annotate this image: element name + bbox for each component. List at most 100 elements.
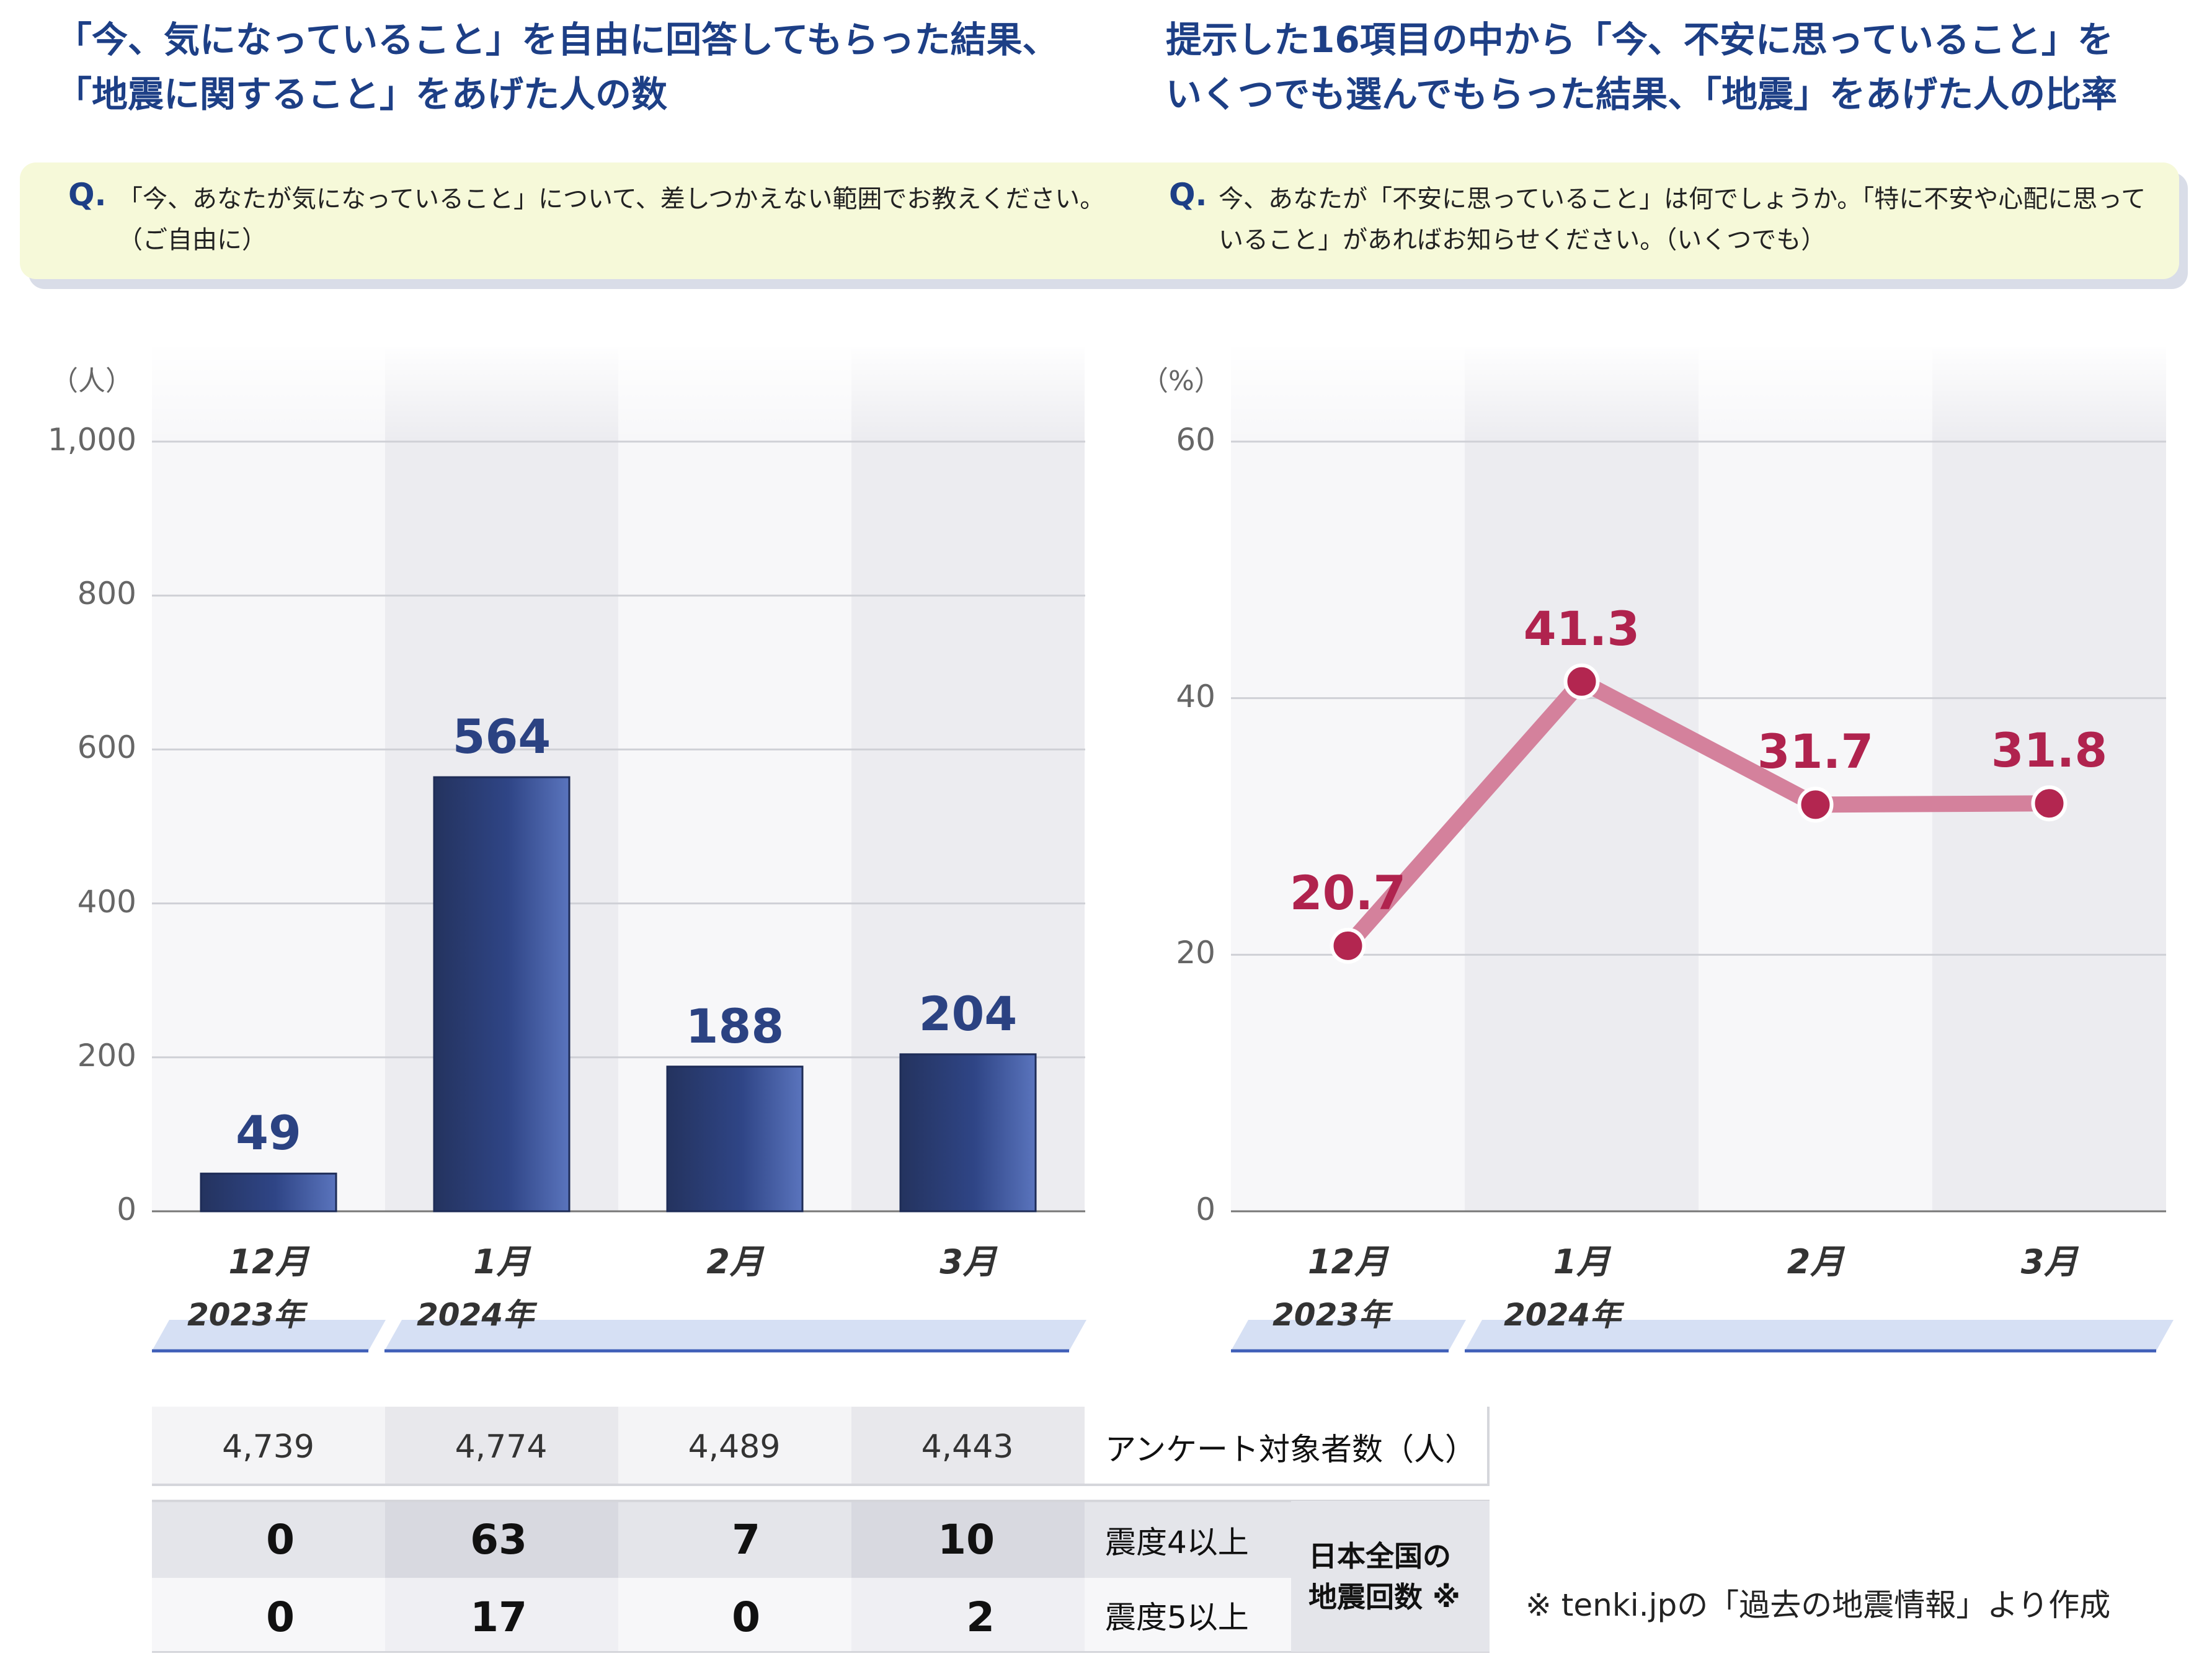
line-column-bg-0 bbox=[1231, 347, 1465, 1211]
quake-group-label: 日本全国の 地震回数 ※ bbox=[1291, 1501, 1490, 1652]
respondents-col-bg-2 bbox=[618, 1407, 851, 1484]
quake5-label-bg bbox=[1085, 1578, 1291, 1651]
quake4-col-bg-1 bbox=[385, 1502, 618, 1578]
bar-ytick-800: 800 bbox=[77, 576, 136, 612]
line-xlabel-3: 3月 bbox=[2020, 1242, 2078, 1281]
line-point-3 bbox=[2031, 785, 2068, 822]
line-point-1 bbox=[1563, 663, 1600, 700]
bar-2 bbox=[666, 1066, 804, 1213]
bar-ytick-400: 400 bbox=[77, 883, 136, 920]
line-point-0 bbox=[1330, 927, 1366, 964]
line-xlabel-2: 2月 bbox=[1787, 1242, 1844, 1281]
bar-top-fade bbox=[152, 341, 1085, 440]
quake5-col-bg-2 bbox=[618, 1578, 851, 1651]
year-bands bbox=[152, 1320, 2174, 1353]
respondents-12: 4,739 bbox=[222, 1428, 314, 1466]
line-chart-grid bbox=[1231, 440, 2166, 1213]
line-ytick-60: 60 bbox=[1176, 422, 1215, 458]
respondents-col-bg-1 bbox=[385, 1407, 618, 1484]
bar-year-band-2024 bbox=[384, 1320, 1086, 1351]
line-series bbox=[1330, 663, 2068, 964]
right-question-text: 今、あなたが「不安に思っていること」は何でしょうか。「特に不安や心配に思って い… bbox=[1219, 179, 2186, 260]
quake4-03: 10 bbox=[938, 1516, 995, 1564]
right-q-mark: Q. bbox=[1169, 177, 1207, 213]
quake4-label-bg bbox=[1085, 1502, 1291, 1578]
right-question-line2: いること」があればお知らせください。（いくつでも） bbox=[1219, 226, 1826, 254]
bar-ytick-600: 600 bbox=[77, 729, 136, 766]
bar-xlabel-3: 3月 bbox=[939, 1242, 997, 1281]
quake4-02: 7 bbox=[732, 1516, 760, 1564]
bar-value-label-0: 49 bbox=[236, 1105, 301, 1161]
line-path bbox=[1339, 673, 2058, 954]
respondents-01: 4,774 bbox=[455, 1428, 548, 1466]
bar-series bbox=[200, 776, 1037, 1213]
right-title-line1: 提示した16項目の中から「今、不安に思っていること」を bbox=[1166, 19, 2113, 61]
quake5-label: 震度5以上 bbox=[1105, 1600, 1249, 1636]
left-title-line1: 「今、気になっていること」を自由に回答してもらった結果、 bbox=[56, 19, 1059, 61]
quake4-01: 63 bbox=[470, 1516, 527, 1564]
line-value-label-0: 20.7 bbox=[1289, 865, 1406, 920]
quake4-col-bg-2 bbox=[618, 1502, 851, 1578]
bar-column-bg-0 bbox=[152, 347, 385, 1211]
bar-ytick-200: 200 bbox=[77, 1037, 136, 1074]
left-chart-title: 「今、気になっていること」を自由に回答してもらった結果、 「地震に関すること」を… bbox=[56, 12, 1058, 122]
bar-xlabel-1: 1月 bbox=[473, 1242, 530, 1281]
quake-group-label-line1: 日本全国の bbox=[1308, 1539, 1451, 1573]
right-question-line1: 今、あなたが「不安に思っていること」は何でしょうか。「特に不安や心配に思って bbox=[1219, 185, 2146, 213]
quake5-01: 17 bbox=[470, 1593, 527, 1641]
line-ytick-0: 0 bbox=[1196, 1191, 1215, 1227]
line-column-bg-2 bbox=[1699, 347, 1932, 1211]
line-column-bg-3 bbox=[1932, 347, 2166, 1211]
line-chart-unit-label: （%） bbox=[1141, 365, 1222, 397]
quake5-03: 2 bbox=[966, 1593, 995, 1641]
line-year-2024: 2024年 bbox=[1504, 1297, 1622, 1333]
bar-value-label-1: 564 bbox=[452, 709, 551, 765]
respondents-col-bg-0 bbox=[152, 1407, 385, 1484]
left-question-text: 「今、あなたが気になっていること」について、差しつかえない範囲でお教えください。… bbox=[118, 179, 1110, 260]
question-box bbox=[20, 162, 2179, 279]
line-chart-background bbox=[1231, 341, 2166, 1211]
respondents-label: アンケート対象者数（人） bbox=[1105, 1431, 1476, 1467]
quake5-col-bg-0 bbox=[152, 1578, 385, 1651]
left-title-line2: 「地震に関すること」をあげた人の数 bbox=[56, 73, 668, 115]
line-value-label-2: 31.7 bbox=[1757, 724, 1874, 780]
quake5-col-bg-3 bbox=[851, 1578, 1085, 1651]
bar-value-label-3: 204 bbox=[918, 986, 1018, 1041]
bar-year-2024: 2024年 bbox=[417, 1297, 535, 1333]
quake4-col-bg-3 bbox=[851, 1502, 1085, 1578]
line-year-band-2024 bbox=[1465, 1320, 2174, 1351]
bar-chart-unit-label: （人） bbox=[51, 365, 133, 397]
bar-3 bbox=[899, 1053, 1037, 1213]
left-q-mark: Q. bbox=[68, 177, 107, 213]
line-point-2 bbox=[1797, 786, 1834, 823]
quake5-col-bg-1 bbox=[385, 1578, 618, 1651]
quake4-label: 震度4以上 bbox=[1105, 1524, 1249, 1560]
line-ytick-20: 20 bbox=[1176, 935, 1215, 971]
line-ytick-40: 40 bbox=[1176, 678, 1215, 714]
line-xlabel-1: 1月 bbox=[1553, 1242, 1610, 1281]
bar-1 bbox=[433, 776, 571, 1213]
line-year-2023: 2023年 bbox=[1273, 1297, 1390, 1333]
bar-year-band-2023 bbox=[152, 1320, 386, 1351]
quake4-col-bg-0 bbox=[152, 1502, 385, 1578]
right-title-line2: いくつでも選んでもらった結果、「地震」をあげた人の比率 bbox=[1166, 73, 2118, 115]
respondents-02: 4,489 bbox=[688, 1428, 781, 1466]
bar-xlabel-0: 12月 bbox=[228, 1242, 309, 1281]
quake5-12: 0 bbox=[266, 1593, 295, 1641]
line-top-fade bbox=[1231, 341, 2166, 440]
line-value-label-3: 31.8 bbox=[1991, 723, 2108, 778]
bar-value-label-2: 188 bbox=[685, 998, 784, 1054]
bar-ytick-1000: 1,000 bbox=[47, 422, 136, 458]
line-year-band-2023 bbox=[1231, 1320, 1466, 1351]
bar-year-2023: 2023年 bbox=[187, 1297, 305, 1333]
bar-0 bbox=[200, 1172, 337, 1213]
quake5-02: 0 bbox=[732, 1593, 760, 1641]
footnote: ※ tenki.jpの「過去の地震情報」より作成 bbox=[1526, 1587, 2111, 1623]
left-question-line1: 「今、あなたが気になっていること」について、差しつかえない範囲でお教えください。 bbox=[118, 185, 1105, 213]
line-value-label-1: 41.3 bbox=[1523, 600, 1640, 656]
line-xlabel-0: 12月 bbox=[1307, 1242, 1388, 1281]
bar-ytick-0: 0 bbox=[117, 1191, 136, 1227]
quake4-12: 0 bbox=[266, 1516, 295, 1564]
respondents-col-bg-3 bbox=[851, 1407, 1085, 1484]
